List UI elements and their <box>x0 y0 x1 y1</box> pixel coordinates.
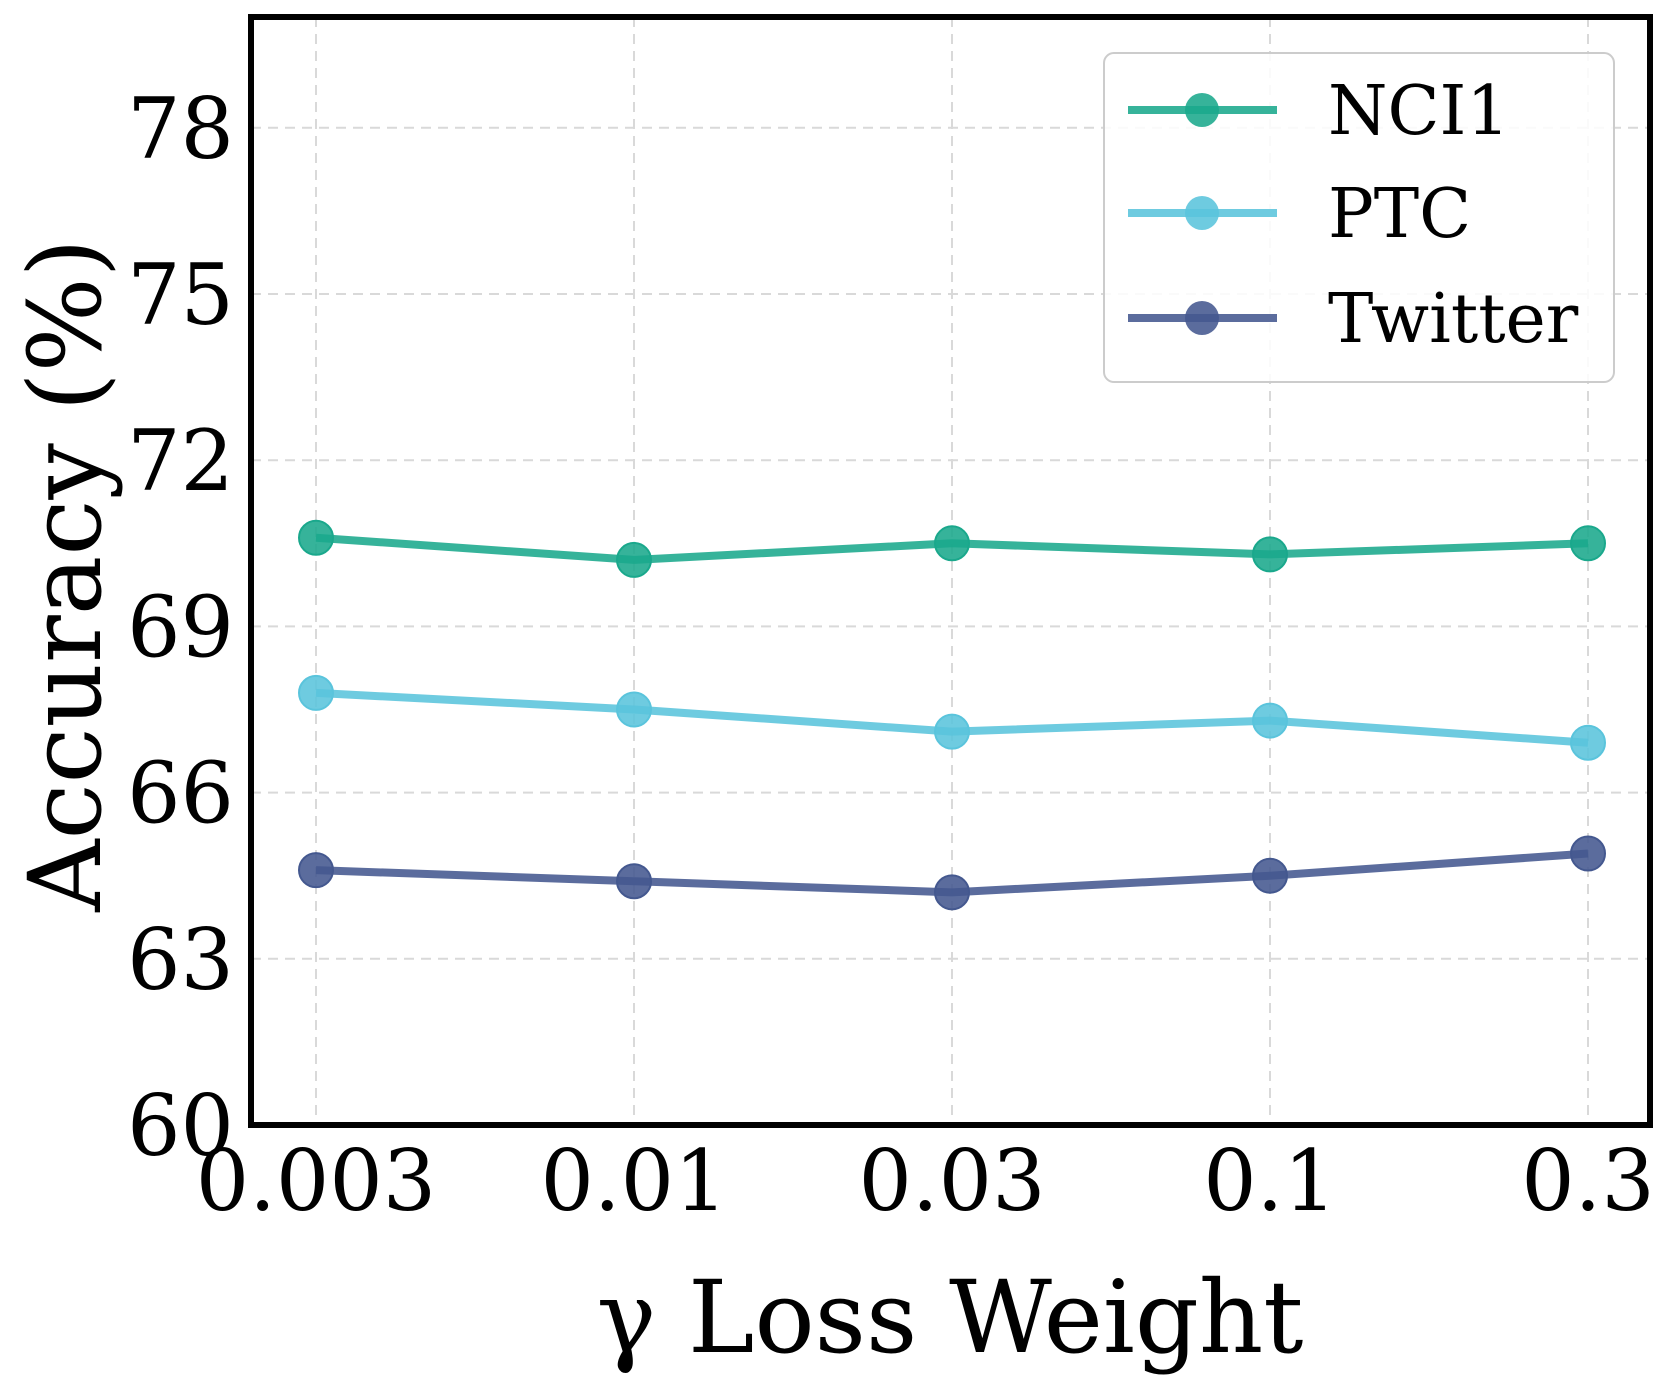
y-tick-label: 69 <box>127 578 234 676</box>
plot-area-frame <box>248 14 1653 1128</box>
legend: NCI1 PTC Twitter <box>1103 52 1615 383</box>
data-point-ptc <box>298 674 334 711</box>
legend-frame <box>1103 52 1615 383</box>
y-tick-label: 60 <box>127 1077 234 1175</box>
y-tick-label: 78 <box>127 80 234 178</box>
data-point-twitter <box>298 852 334 889</box>
x-tick-label: 0.1 <box>1203 1132 1337 1230</box>
data-point-twitter <box>1570 835 1606 872</box>
legend-marker-nci1 <box>1185 93 1219 127</box>
data-point-twitter <box>934 874 970 911</box>
legend-label-nci1: NCI1 <box>1328 72 1510 151</box>
x-tick-label: 0.01 <box>540 1132 727 1230</box>
y-tick-label: 66 <box>127 745 234 843</box>
data-point-twitter <box>1252 857 1288 894</box>
data-point-twitter <box>616 863 652 900</box>
data-point-nci1 <box>298 519 334 556</box>
data-point-ptc <box>934 713 970 750</box>
series-layer <box>298 519 1606 911</box>
legend-marker-ptc <box>1185 196 1219 230</box>
x-axis-title: γ Loss Weight <box>597 1259 1304 1376</box>
y-tick-label: 63 <box>127 911 234 1009</box>
data-point-nci1 <box>616 541 652 578</box>
data-point-ptc <box>616 691 652 728</box>
legend-marker-twitter <box>1185 301 1219 335</box>
y-axis-title: Accuracy (%) <box>7 238 124 912</box>
y-tick-label: 72 <box>127 412 234 510</box>
x-tick-label: 0.003 <box>196 1132 436 1230</box>
x-axis-ticks: 0.003 0.01 0.03 0.1 0.3 <box>196 1132 1655 1230</box>
legend-label-twitter: Twitter <box>1328 280 1579 359</box>
data-point-nci1 <box>934 525 970 562</box>
y-tick-label: 75 <box>127 246 234 344</box>
y-axis-ticks: 60 63 66 69 72 75 78 <box>127 80 234 1175</box>
data-point-nci1 <box>1570 525 1606 562</box>
x-tick-label: 0.3 <box>1521 1132 1655 1230</box>
data-point-ptc <box>1252 702 1288 739</box>
data-point-nci1 <box>1252 536 1288 573</box>
x-tick-label: 0.03 <box>858 1132 1045 1230</box>
legend-label-ptc: PTC <box>1328 175 1471 254</box>
data-point-ptc <box>1570 724 1606 761</box>
